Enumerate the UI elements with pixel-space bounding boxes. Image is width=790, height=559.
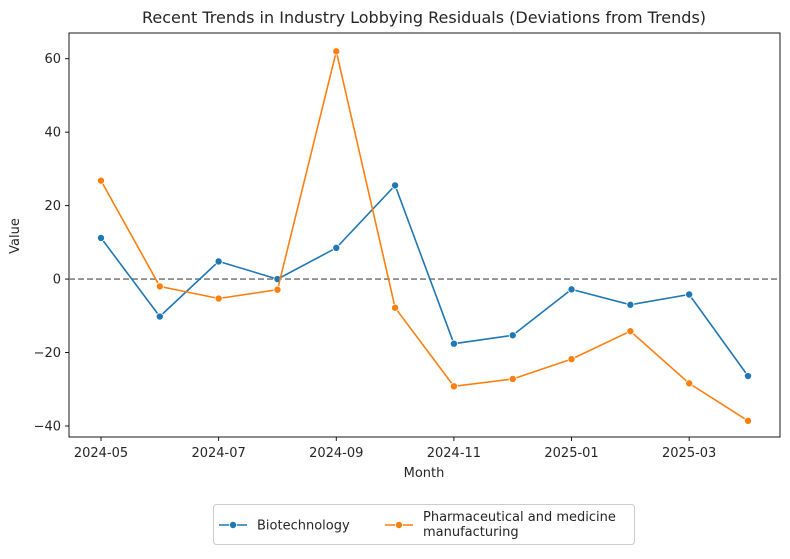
data-point [508,331,517,340]
data-point [449,339,458,348]
x-tick-label: 2025-03 [662,446,716,461]
y-tick-label: −40 [34,419,61,434]
y-axis-label: Value [8,218,23,254]
x-tick-label: 2024-11 [427,446,481,461]
legend-label-1: Pharmaceutical and medicine [423,510,616,525]
data-point [391,303,400,312]
x-tick-label: 2024-07 [191,446,245,461]
data-point [567,285,576,294]
y-tick-label: 20 [44,199,61,214]
data-point [685,290,694,299]
legend-box [213,504,635,545]
data-point [508,374,517,383]
series-line-1 [100,51,749,422]
x-tick-label: 2024-09 [309,446,363,461]
x-axis-label: Month [404,466,445,481]
data-point [626,300,635,309]
data-point [214,294,223,303]
data-point [332,243,341,252]
data-point [97,233,106,242]
data-point [567,355,576,364]
data-point [155,312,164,321]
data-point [214,257,223,266]
data-point [449,382,458,391]
y-tick-label: 40 [44,126,61,141]
data-point [391,181,400,190]
legend-label-0: Biotechnology [257,519,350,534]
legend-marker-1 [394,521,403,530]
legend-label-1: manufacturing [423,525,519,540]
data-point [273,285,282,294]
series-line-0 [100,183,749,377]
data-point [155,282,164,291]
legend-marker-0 [228,521,237,530]
data-point [332,47,341,56]
y-tick-label: −20 [34,346,61,361]
plot-frame [68,32,781,438]
y-tick-label: 0 [53,273,61,288]
x-tick-label: 2025-01 [544,446,598,461]
data-point [626,327,635,336]
y-tick-label: 60 [44,52,61,67]
data-point [685,379,694,388]
data-point [97,176,106,185]
x-tick-label: 2024-05 [74,446,128,461]
data-point [744,416,753,425]
legend: Biotechnology Pharmaceutical and medicine… [213,504,635,545]
plot-area: −40 −20 0 20 40 60 2024-05 2024-07 2024-09 2024-1… [34,32,781,461]
chart-title: Recent Trends in Industry Lobbying Resid… [142,8,706,27]
data-point [744,372,753,381]
